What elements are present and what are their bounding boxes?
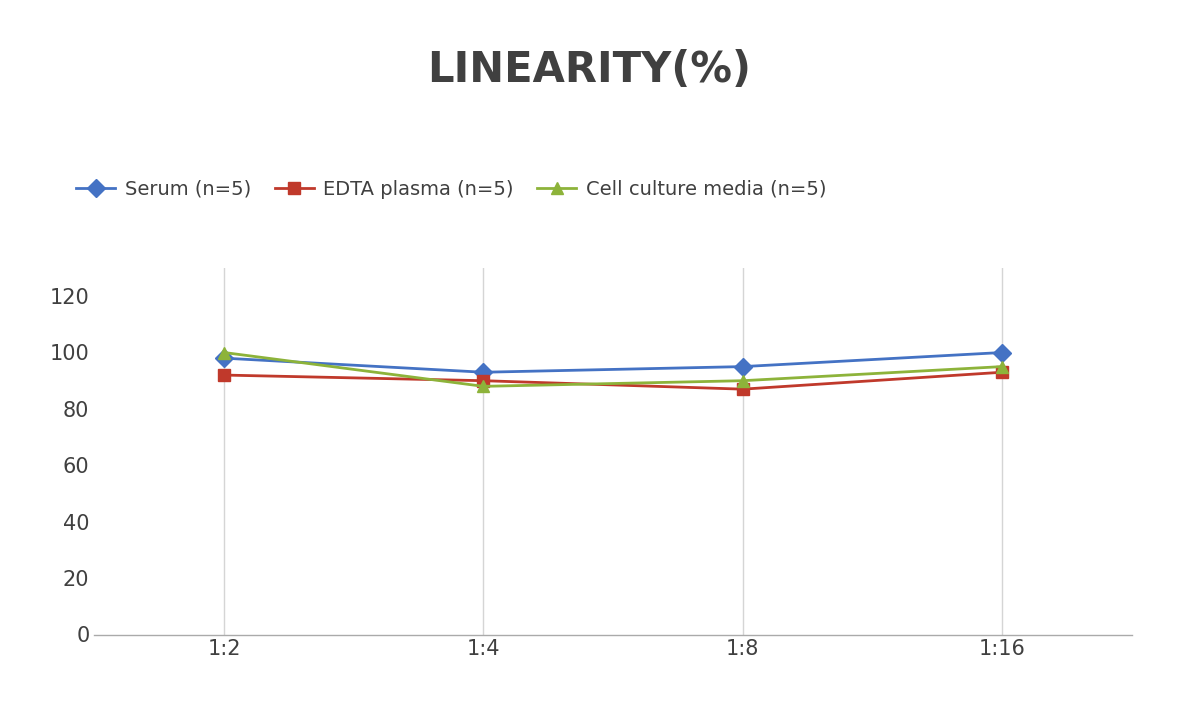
Cell culture media (n=5) [995, 362, 1009, 371]
Cell culture media (n=5) [476, 382, 490, 391]
Serum (n=5) [217, 354, 231, 362]
Serum (n=5) [476, 368, 490, 376]
Line: EDTA plasma (n=5): EDTA plasma (n=5) [218, 366, 1008, 396]
Text: LINEARITY(%): LINEARITY(%) [428, 49, 751, 92]
Serum (n=5) [995, 348, 1009, 357]
Legend: Serum (n=5), EDTA plasma (n=5), Cell culture media (n=5): Serum (n=5), EDTA plasma (n=5), Cell cul… [68, 172, 834, 207]
EDTA plasma (n=5) [736, 385, 750, 393]
EDTA plasma (n=5) [995, 368, 1009, 376]
Serum (n=5) [736, 362, 750, 371]
Cell culture media (n=5) [217, 348, 231, 357]
EDTA plasma (n=5) [476, 376, 490, 385]
Cell culture media (n=5) [736, 376, 750, 385]
EDTA plasma (n=5) [217, 371, 231, 379]
Line: Serum (n=5): Serum (n=5) [218, 346, 1008, 379]
Line: Cell culture media (n=5): Cell culture media (n=5) [218, 346, 1008, 393]
